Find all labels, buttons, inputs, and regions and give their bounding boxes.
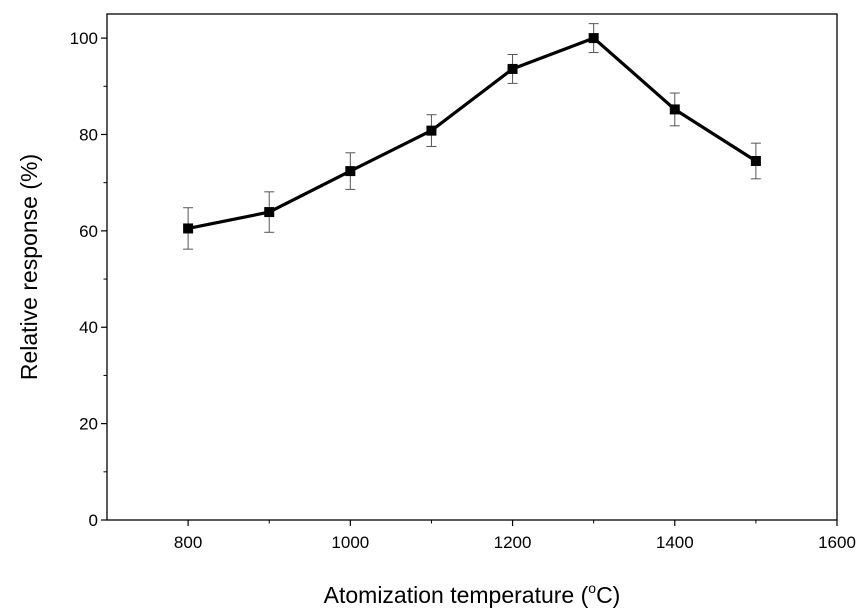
plot-frame <box>106 13 838 521</box>
data-point-marker <box>588 33 599 44</box>
y-tick-label: 40 <box>79 318 98 337</box>
x-axis-title-text: Atomization temperature ( <box>324 582 589 608</box>
series-line <box>187 36 757 230</box>
data-point-marker <box>750 155 761 166</box>
y-tick-label: 100 <box>70 29 98 48</box>
x-axis-title-unit: C) <box>596 582 620 608</box>
ticks-layer: 800 1000 1200 1400 1600 0 20 40 60 80 100 <box>70 29 856 552</box>
x-tick-label: 1400 <box>656 533 694 552</box>
x-tick-label: 1000 <box>331 533 369 552</box>
y-tick-label: 20 <box>79 415 98 434</box>
data-point-marker <box>507 63 518 74</box>
y-axis-title: Relative response (%) <box>16 154 42 380</box>
y-tick-label: 0 <box>89 511 98 530</box>
markers-layer <box>183 33 761 234</box>
y-tick-label: 60 <box>79 222 98 241</box>
x-axis-title-degree: o <box>588 580 596 596</box>
y-tick-label: 80 <box>79 125 98 144</box>
data-point-marker <box>669 104 680 115</box>
x-tick-label: 800 <box>174 533 202 552</box>
data-point-marker <box>264 207 275 218</box>
x-tick-label: 1200 <box>494 533 532 552</box>
x-tick-label: 1600 <box>818 533 856 552</box>
x-axis-title: Atomization temperature (oC) <box>324 580 621 608</box>
data-point-marker <box>183 223 194 234</box>
data-point-marker <box>345 166 356 177</box>
data-point-marker <box>426 125 437 136</box>
